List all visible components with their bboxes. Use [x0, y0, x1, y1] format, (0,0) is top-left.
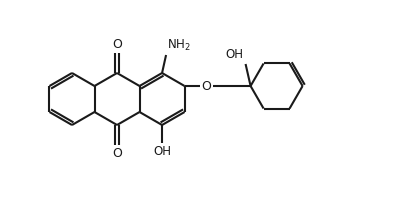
Text: OH: OH: [226, 48, 244, 61]
Text: NH$_2$: NH$_2$: [167, 38, 191, 53]
Text: O: O: [112, 147, 122, 160]
Text: OH: OH: [153, 145, 171, 158]
Text: O: O: [202, 80, 212, 92]
Text: O: O: [112, 38, 122, 51]
